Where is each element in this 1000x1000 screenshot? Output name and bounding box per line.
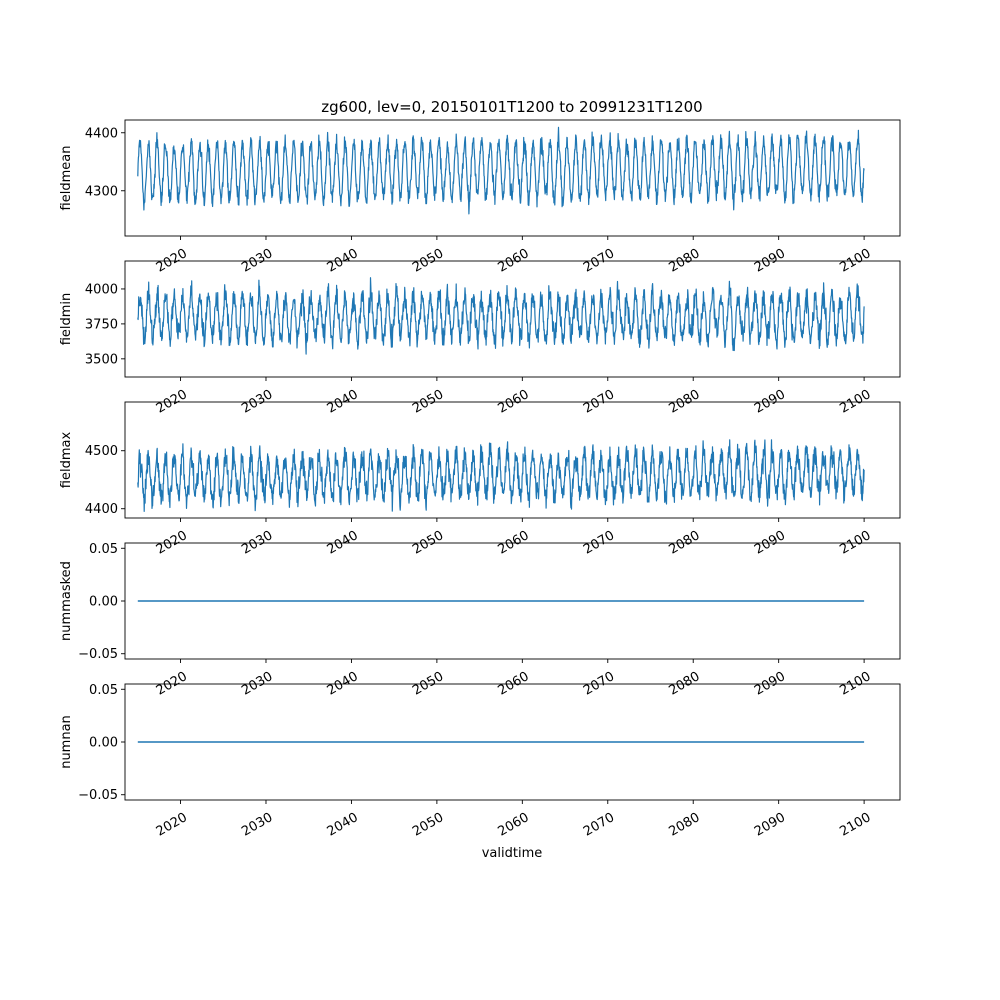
y-axis-label-numnan: numnan [59, 715, 74, 769]
series-line-fieldmin [137, 277, 865, 355]
y-tick-label-nummasked: 0.00 [89, 595, 118, 610]
y-axis-label-nummasked: nummasked [59, 561, 74, 641]
y-tick-label-numnan: −0.05 [78, 788, 118, 803]
y-axis-label-fieldmax: fieldmax [59, 432, 74, 489]
y-tick-label-numnan: 0.00 [89, 736, 118, 751]
y-axis-label-fieldmean: fieldmean [59, 146, 74, 211]
axes-frame-fieldmax [124, 401, 901, 519]
x-axis-label: validtime [482, 846, 543, 861]
axes-frame-fieldmean [124, 119, 901, 237]
y-tick-label-numnan: 0.05 [89, 683, 118, 698]
y-tick-label-fieldmax: 4500 [85, 444, 118, 459]
y-tick-label-fieldmin: 3500 [85, 352, 118, 367]
series-line-fieldmean [137, 126, 865, 215]
y-tick-label-fieldmax: 4400 [85, 502, 118, 517]
y-axis-label-fieldmin: fieldmin [59, 293, 74, 346]
y-tick-label-fieldmean: 4300 [85, 184, 118, 199]
y-tick-label-nummasked: −0.05 [78, 647, 118, 662]
y-tick-label-fieldmean: 4400 [85, 126, 118, 141]
y-tick-label-fieldmin: 3750 [85, 317, 118, 332]
axes-frame-fieldmin [124, 260, 901, 378]
y-tick-label-fieldmin: 4000 [85, 282, 118, 297]
chart-title: zg600, lev=0, 20150101T1200 to 20991231T… [321, 98, 702, 116]
y-tick-label-nummasked: 0.05 [89, 542, 118, 557]
series-line-fieldmax [137, 439, 865, 512]
